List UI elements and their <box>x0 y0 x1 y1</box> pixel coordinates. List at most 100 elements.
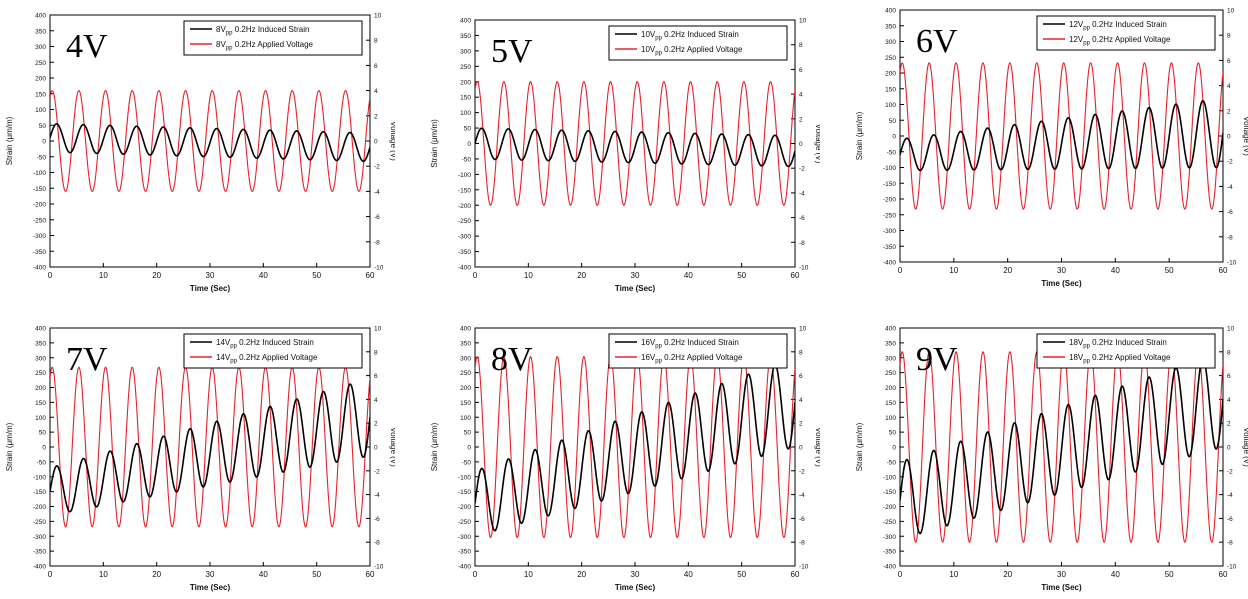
y2-tick-label: 6 <box>799 373 803 380</box>
y2-tick-label: 6 <box>374 373 378 380</box>
y-tick-label: -400 <box>883 260 896 267</box>
x-tick-label: 20 <box>152 570 161 579</box>
panel-voltage-label: 7V <box>66 341 108 378</box>
y2-tick-label: -4 <box>1227 492 1233 499</box>
panel-voltage-label: 8V <box>491 341 533 378</box>
y2-tick-label: -2 <box>799 468 805 475</box>
y2-tick-label: -4 <box>799 190 805 197</box>
y-tick-label: -50 <box>37 154 47 161</box>
y2-tick-label: -4 <box>1227 184 1233 191</box>
y2-tick-label: -8 <box>374 540 380 547</box>
y-tick-label: -50 <box>462 459 472 466</box>
y2-tick-label: -6 <box>1227 516 1233 523</box>
x-tick-label: 0 <box>473 271 478 280</box>
y2-tick-label: -4 <box>799 492 805 499</box>
x-tick-label: 50 <box>312 570 321 579</box>
y-tick-label: -50 <box>887 149 897 156</box>
y2-tick-label: 4 <box>374 397 378 404</box>
y-tick-label: 0 <box>467 141 471 148</box>
y-tick-label: 0 <box>42 445 46 452</box>
x-tick-label: 30 <box>1057 266 1066 275</box>
y2-tick-label: 0 <box>799 141 803 148</box>
y-tick-label: 400 <box>885 326 896 333</box>
y-tick-label: 300 <box>35 44 46 51</box>
y2-tick-label: -2 <box>374 468 380 475</box>
x-tick-label: 50 <box>737 570 746 579</box>
legend-box <box>183 333 363 369</box>
y-tick-label: 350 <box>885 340 896 347</box>
x-tick-label: 40 <box>684 271 693 280</box>
legend-label-strain: 8Vpp 0.2Hz Induced Strain <box>216 25 309 37</box>
x-tick-label: 0 <box>898 266 903 275</box>
y-tick-label: 400 <box>885 8 896 15</box>
y2-tick-label: -6 <box>1227 209 1233 216</box>
y2-tick-label: 10 <box>374 13 382 20</box>
y-tick-label: -50 <box>37 459 47 466</box>
voltage-series-line <box>50 90 370 192</box>
x-tick-label: 50 <box>1165 266 1174 275</box>
y-axis-label: Strain (μm/m) <box>855 111 864 160</box>
y2-tick-label: -2 <box>374 164 380 171</box>
x-tick-label: 0 <box>898 570 903 579</box>
y-tick-label: -100 <box>458 172 471 179</box>
chart-svg: 0 10 20 30 40 50 60-400-350-300-250-200-150-10… <box>855 326 1248 593</box>
y-tick-label: -300 <box>883 228 896 235</box>
y-tick-label: -400 <box>458 564 471 571</box>
legend-label-strain: 18Vpp 0.2Hz Induced Strain <box>1069 338 1167 350</box>
y-tick-label: -200 <box>458 504 471 511</box>
voltage-series-line <box>50 366 370 528</box>
panel-voltage-label: 4V <box>66 28 108 65</box>
y-tick-label: 50 <box>39 123 47 130</box>
x-tick-label: 30 <box>1057 570 1066 579</box>
y2-tick-label: -8 <box>374 239 380 246</box>
y-tick-label: 400 <box>35 326 46 333</box>
y-tick-label: 300 <box>35 355 46 362</box>
y2-tick-label: -4 <box>374 492 380 499</box>
x-tick-label: 20 <box>1003 570 1012 579</box>
y-tick-label: 50 <box>889 118 897 125</box>
y2-tick-label: 8 <box>374 38 378 45</box>
strain-series-line <box>900 99 1223 172</box>
y-tick-label: -350 <box>33 249 46 256</box>
x-axis-label: Time (Sec) <box>1041 279 1082 288</box>
y-tick-label: -250 <box>33 217 46 224</box>
x-tick-label: 60 <box>791 271 800 280</box>
strain-series-line <box>50 123 370 163</box>
x-tick-label: 20 <box>1003 266 1012 275</box>
y2-tick-label: -2 <box>1227 159 1233 166</box>
x-tick-label: 50 <box>1165 570 1174 579</box>
legend-label-strain: 14Vpp 0.2Hz Induced Strain <box>216 338 314 350</box>
y-tick-label: -350 <box>883 549 896 556</box>
y-tick-label: -150 <box>883 489 896 496</box>
y-tick-label: -300 <box>458 534 471 541</box>
x-tick-label: 10 <box>524 271 533 280</box>
x-tick-label: 10 <box>99 570 108 579</box>
chart-svg: 0 10 20 30 40 50 60-400-350-300-250-200-150-10… <box>430 18 823 294</box>
y-tick-label: 300 <box>460 48 471 55</box>
chart-panel-7v: 0 10 20 30 40 50 60 -400 -350 -300 -250 -200 -150 -10… <box>0 318 398 594</box>
y2-tick-label: -2 <box>799 166 805 173</box>
y-tick-label: 400 <box>35 13 46 20</box>
y-tick-label: 150 <box>460 400 471 407</box>
y2-tick-label: -10 <box>374 564 384 571</box>
x-tick-label: 0 <box>473 570 478 579</box>
y-tick-label: -250 <box>883 212 896 219</box>
y-tick-label: -300 <box>458 234 471 241</box>
y2-axis-label: Voltage (V) <box>389 427 395 467</box>
y-axis-label: Strain (μm/m) <box>855 422 864 471</box>
y-tick-label: 200 <box>460 385 471 392</box>
y-tick-label: -250 <box>458 519 471 526</box>
y2-tick-label: 0 <box>1227 134 1231 141</box>
legend-label-voltage: 16Vpp 0.2Hz Applied Voltage <box>641 353 743 365</box>
x-tick-label: 10 <box>524 570 533 579</box>
y2-tick-label: 8 <box>1227 349 1231 356</box>
chart-panel-6v: 0 10 20 30 40 50 60 -400 -350 -300 -250 -200 -150 -10… <box>850 0 1248 290</box>
chart-svg: 0 10 20 30 40 50 60-400-350-300-250-200-150-10… <box>855 8 1248 289</box>
y-tick-label: -350 <box>883 244 896 251</box>
y-tick-label: 200 <box>885 385 896 392</box>
x-tick-label: 50 <box>312 271 321 280</box>
y2-tick-label: 10 <box>799 18 807 25</box>
y2-tick-label: 6 <box>1227 58 1231 65</box>
y-tick-label: 200 <box>460 79 471 86</box>
y-tick-label: 350 <box>35 340 46 347</box>
